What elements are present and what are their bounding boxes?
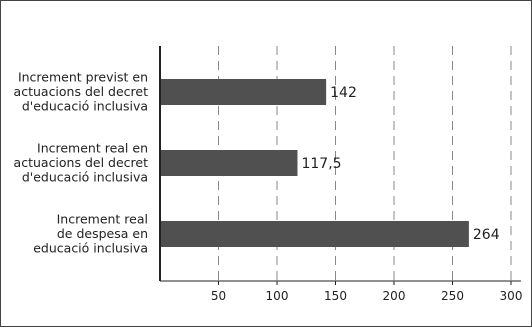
- value-label: 264: [473, 227, 500, 243]
- category-label: d'educació inclusiva: [22, 99, 148, 114]
- bar: [160, 79, 327, 105]
- category-label: de despesa en: [57, 226, 148, 241]
- x-tick-label: 150: [324, 289, 347, 303]
- category-label: educació inclusiva: [33, 241, 148, 256]
- category-label: actuacions del decret: [14, 84, 149, 99]
- category-label: Increment previst en: [18, 70, 148, 85]
- value-label: 142: [330, 85, 357, 101]
- x-tick-label: 50: [211, 289, 226, 303]
- bar: [160, 150, 298, 176]
- x-tick-label: 250: [441, 289, 464, 303]
- x-tick-label: 100: [266, 289, 289, 303]
- category-label: Increment real: [57, 212, 148, 227]
- x-tick-label: 200: [383, 289, 406, 303]
- category-label: actuacions del decret: [14, 155, 149, 170]
- bar: [160, 221, 469, 247]
- x-tick-label: 300: [500, 289, 523, 303]
- category-label: Increment real en: [37, 141, 148, 156]
- category-label: d'educació inclusiva: [22, 170, 148, 185]
- value-label: 117,5: [301, 156, 341, 172]
